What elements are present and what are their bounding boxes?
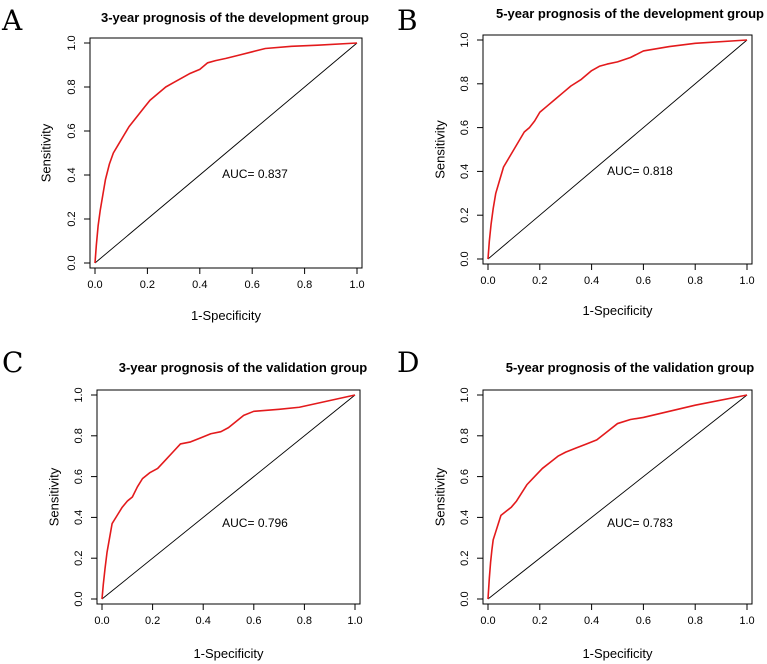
y-tick-label: 0.0 (73, 591, 85, 606)
y-axis-label: Sensitivity (39, 123, 54, 182)
auc-label: AUC= 0.783 (607, 516, 673, 530)
y-tick-label: 0.8 (73, 428, 85, 443)
panel-letter: D (397, 346, 419, 379)
x-tick-label: 0.6 (636, 615, 651, 627)
reference-diagonal-line (487, 394, 748, 600)
y-tick-label: 0.4 (66, 167, 78, 182)
y-tick-label: 0.2 (459, 208, 471, 223)
x-axis-label: 1-Specificity (582, 646, 653, 661)
y-tick-label: 0.8 (459, 428, 471, 443)
plot-frame (89, 37, 363, 269)
x-tick-label: 0.2 (532, 615, 547, 627)
y-tick-label: 0.6 (66, 123, 78, 138)
panel-letter: B (397, 4, 418, 37)
panel-letter: A (1, 4, 23, 37)
x-tick-label: 0.6 (245, 279, 260, 291)
y-tick-label: 0.6 (459, 120, 471, 135)
x-tick-label: 1.0 (739, 615, 754, 627)
y-tick-label: 0.2 (459, 551, 471, 566)
auc-label: AUC= 0.818 (607, 164, 673, 178)
y-tick-label: 1.0 (459, 32, 471, 47)
x-tick-label: 0.2 (140, 279, 155, 291)
plot-frame (482, 34, 753, 265)
y-tick-label: 0.8 (66, 79, 78, 94)
y-tick-label: 0.0 (459, 591, 471, 606)
x-axis-label: 1-Specificity (191, 308, 262, 323)
chart-title: 5-year prognosis of the validation group (506, 360, 755, 375)
x-tick-label: 0.0 (94, 615, 109, 627)
x-axis-label: 1-Specificity (582, 303, 653, 318)
y-tick-label: 1.0 (66, 35, 78, 50)
plot-frame (482, 389, 753, 605)
auc-label: AUC= 0.796 (222, 516, 288, 530)
y-tick-label: 1.0 (459, 387, 471, 402)
roc-panel-d: D 5-year prognosis of the validation grou… (397, 346, 755, 661)
x-tick-label: 0.0 (480, 275, 495, 287)
plot-frame (96, 389, 361, 605)
x-tick-label: 0.4 (584, 275, 599, 287)
reference-diagonal-line (487, 39, 748, 260)
x-tick-label: 1.0 (739, 275, 754, 287)
x-tick-label: 0.8 (297, 615, 312, 627)
auc-label: AUC= 0.837 (222, 167, 288, 181)
x-tick-label: 0.0 (87, 279, 102, 291)
y-tick-label: 0.0 (459, 251, 471, 266)
roc-curve (487, 394, 748, 600)
y-tick-label: 0.6 (459, 469, 471, 484)
y-axis-label: Sensitivity (433, 120, 448, 179)
y-axis-label: Sensitivity (433, 467, 448, 526)
y-axis-label: Sensitivity (47, 467, 62, 526)
reference-diagonal-line (101, 394, 356, 600)
roc-curve (101, 394, 356, 600)
roc-panel-b: B 5-year prognosis of the development gro… (397, 4, 764, 318)
x-tick-label: 0.4 (192, 279, 207, 291)
x-tick-label: 0.2 (532, 275, 547, 287)
y-tick-label: 0.4 (459, 510, 471, 525)
x-tick-label: 0.8 (688, 615, 703, 627)
x-tick-label: 0.2 (145, 615, 160, 627)
x-tick-label: 0.0 (480, 615, 495, 627)
x-axis-label: 1-Specificity (193, 646, 264, 661)
y-tick-label: 0.2 (73, 551, 85, 566)
roc-curve (94, 42, 358, 264)
y-tick-label: 1.0 (73, 387, 85, 402)
chart-title: 3-year prognosis of the development grou… (101, 10, 369, 25)
roc-panel-c: C 3-year prognosis of the validation grou… (2, 346, 367, 661)
x-tick-label: 1.0 (347, 615, 362, 627)
roc-curve (487, 39, 748, 260)
x-tick-label: 0.6 (246, 615, 261, 627)
x-tick-label: 0.8 (297, 279, 312, 291)
x-tick-label: 0.4 (196, 615, 211, 627)
x-tick-label: 1.0 (349, 279, 364, 291)
reference-diagonal-line (94, 42, 358, 264)
y-tick-label: 0.6 (73, 469, 85, 484)
y-tick-label: 0.4 (459, 164, 471, 179)
chart-title: 5-year prognosis of the development grou… (496, 6, 764, 21)
panel-letter: C (2, 346, 23, 379)
y-tick-label: 0.2 (66, 211, 78, 226)
y-tick-label: 0.0 (66, 255, 78, 270)
y-tick-label: 0.8 (459, 76, 471, 91)
x-tick-label: 0.4 (584, 615, 599, 627)
chart-title: 3-year prognosis of the validation group (119, 360, 368, 375)
x-tick-label: 0.6 (636, 275, 651, 287)
y-tick-label: 0.4 (73, 510, 85, 525)
roc-panel-a: A 3-year prognosis of the development gro… (1, 4, 369, 323)
x-tick-label: 0.8 (688, 275, 703, 287)
